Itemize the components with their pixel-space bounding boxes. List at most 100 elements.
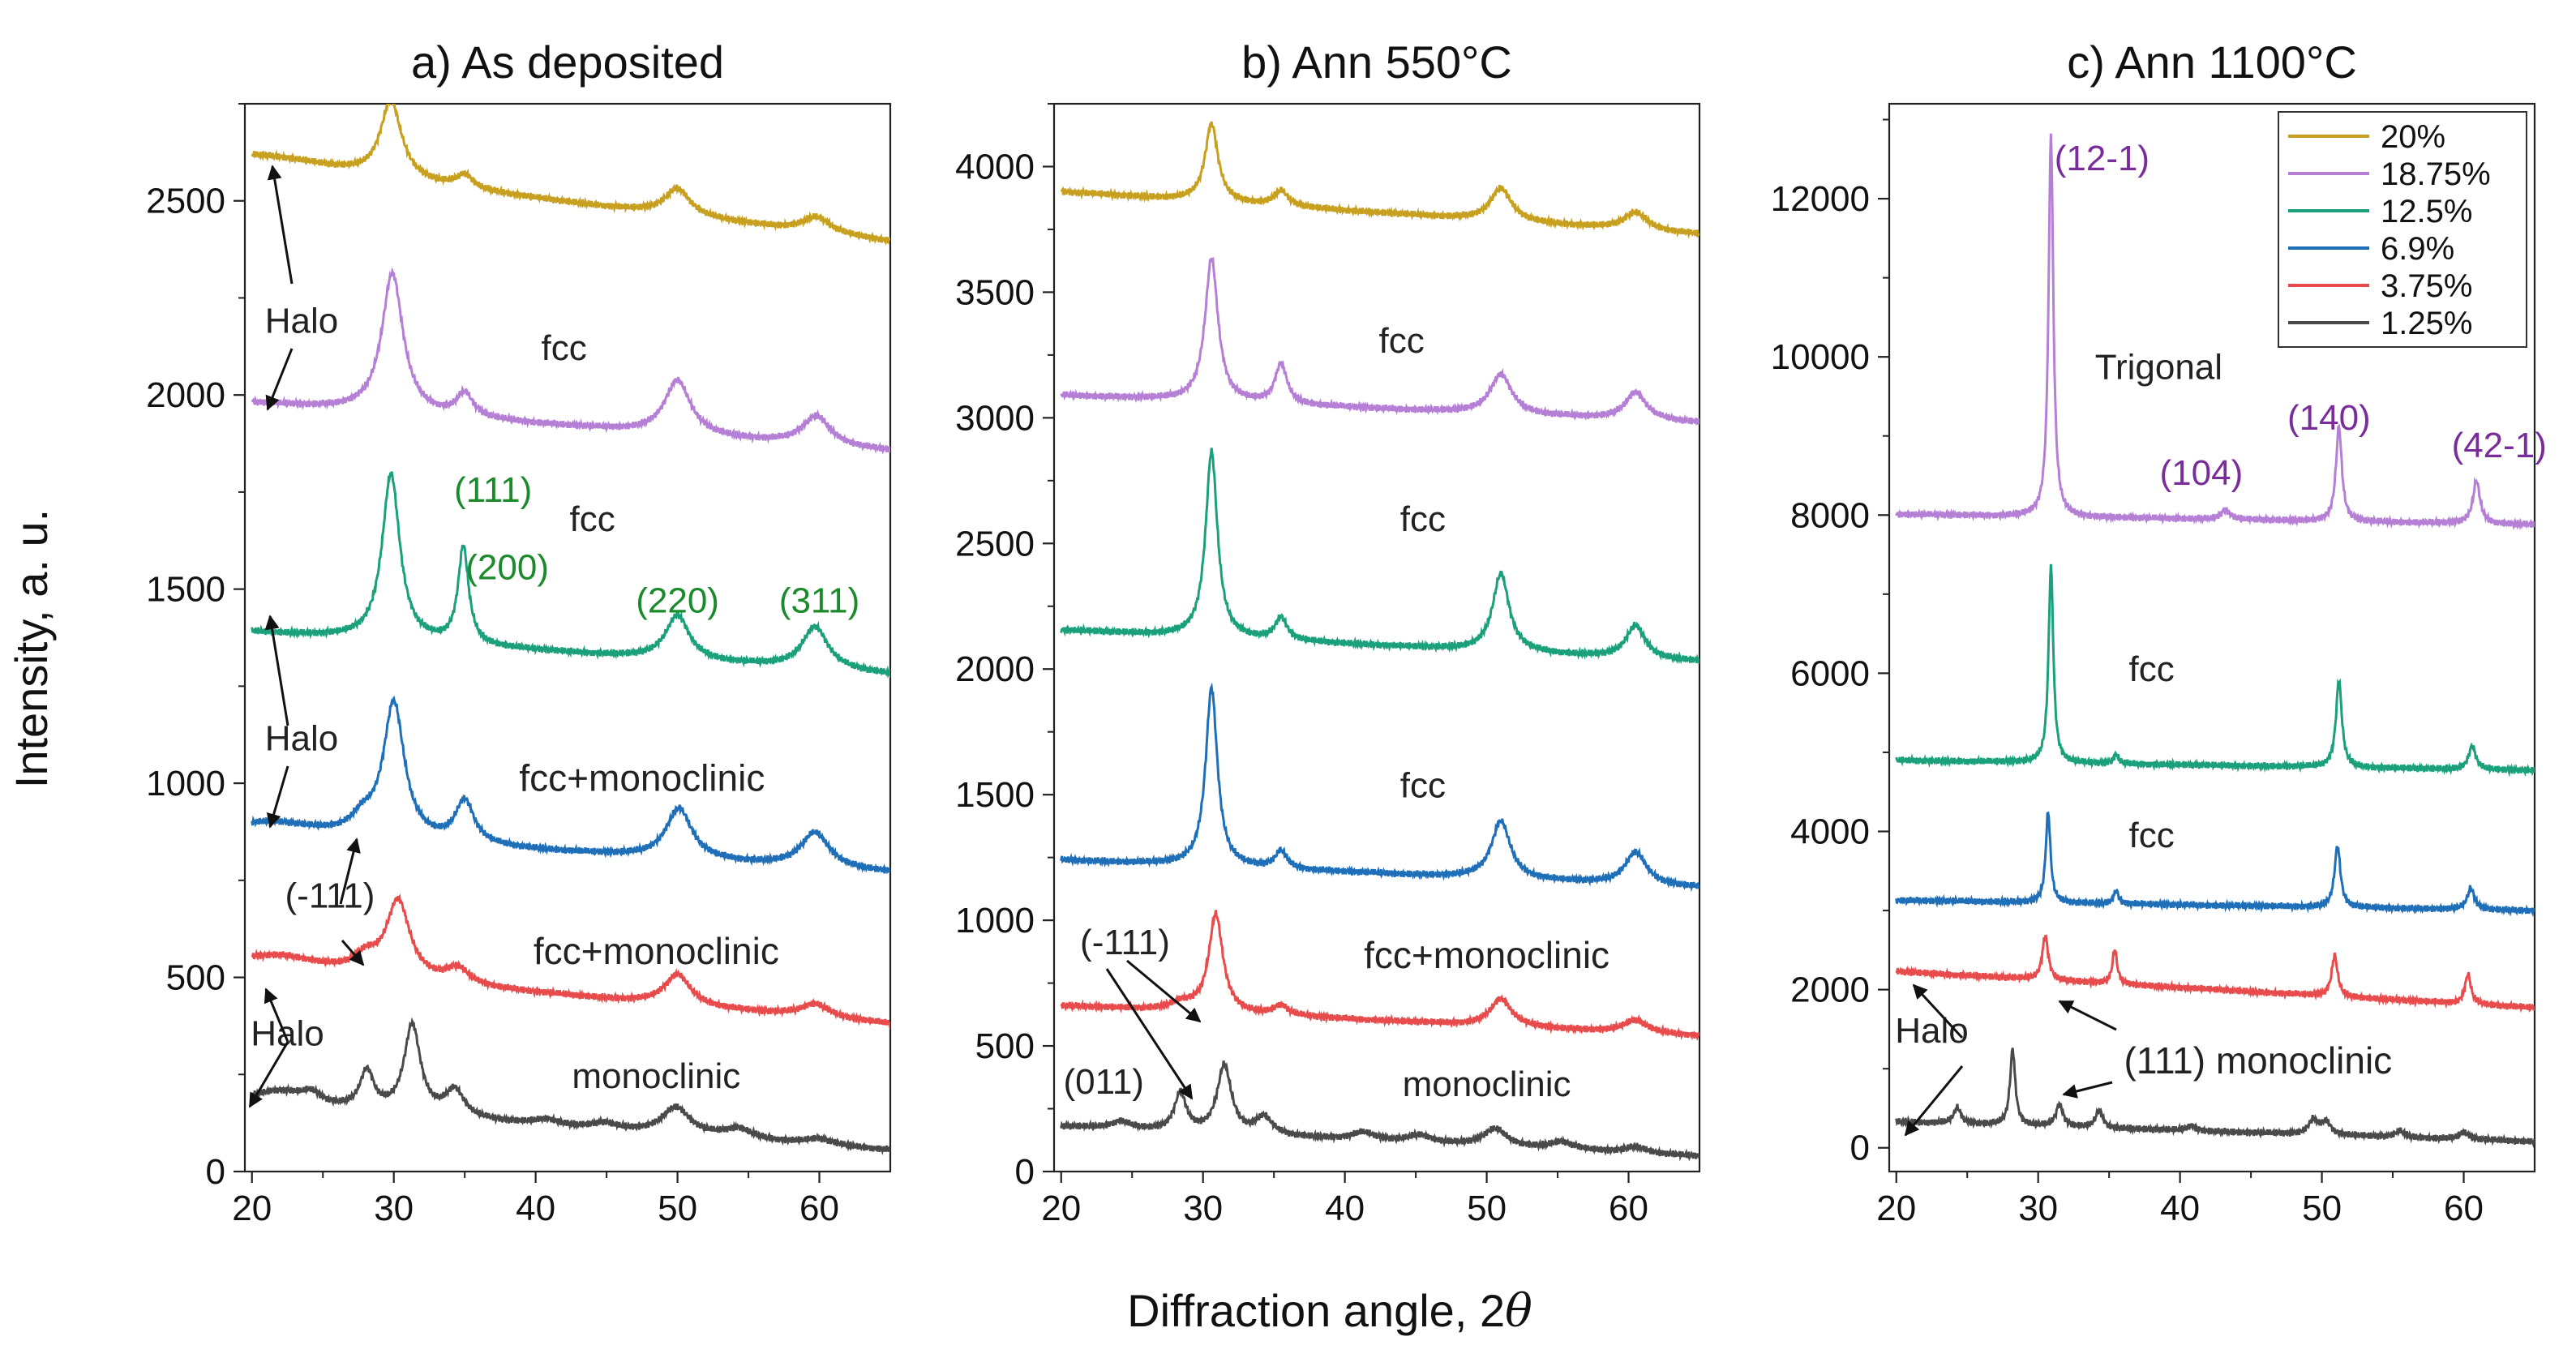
y-tick-label: 8000 <box>1790 495 1870 535</box>
legend-label: 1.25% <box>2381 306 2472 341</box>
annotation: (104) <box>2160 453 2244 493</box>
annotation: fcc <box>2129 649 2175 689</box>
annotation: (220) <box>636 580 719 620</box>
y-tick-label: 500 <box>166 958 225 998</box>
y-tick-label: 2500 <box>955 524 1035 563</box>
x-tick-label: 40 <box>516 1189 555 1228</box>
annotation: fcc+monoclinic <box>519 757 765 799</box>
series-line-12.5% <box>1060 448 1699 665</box>
annotation-arrow <box>265 348 294 411</box>
series-line-6.9% <box>1060 682 1699 893</box>
series-line-1.25% <box>251 1017 890 1155</box>
annotation-arrow <box>264 987 289 1043</box>
y-tick-label: 1000 <box>955 901 1035 940</box>
x-tick-label: 40 <box>2160 1189 2200 1228</box>
x-tick-label: 60 <box>2444 1189 2484 1228</box>
annotation-arrow <box>1105 968 1194 1100</box>
series-line-1.25% <box>1895 1047 2535 1149</box>
x-tick-label: 20 <box>1041 1189 1081 1228</box>
annotation: fcc <box>569 499 615 539</box>
annotation: (200) <box>465 548 549 588</box>
annotation-arrow <box>1904 1065 1964 1137</box>
series-line-18.75% <box>251 267 890 455</box>
panel-title: c) Ann 1100°C <box>2067 36 2357 88</box>
series-group <box>1895 133 2535 1149</box>
y-tick-label: 10000 <box>1771 337 1870 377</box>
series-line-20% <box>1060 121 1699 239</box>
x-axis-label-text: Diffraction angle, 2 <box>1127 1285 1505 1336</box>
y-tick-label: 1000 <box>146 764 225 803</box>
legend-label: 3.75% <box>2381 268 2472 304</box>
y-tick-label: 3500 <box>955 272 1035 312</box>
y-tick-label: 6000 <box>1790 653 1870 693</box>
annotation-arrow <box>1126 959 1202 1023</box>
annotation: Halo <box>265 718 339 758</box>
annotation-arrow <box>1912 983 1964 1039</box>
y-tick-label: 2000 <box>146 375 225 415</box>
series-line-18.75% <box>1060 256 1699 426</box>
annotation-arrow <box>266 765 289 829</box>
y-tick-label: 4000 <box>1790 812 1870 852</box>
annotation: fcc <box>2129 816 2175 855</box>
y-tick-label: 12000 <box>1771 179 1870 219</box>
annotation: (011) <box>1064 1062 1144 1102</box>
legend-box <box>2278 111 2527 348</box>
annotation: monoclinic <box>572 1056 740 1096</box>
y-tick-label: 2500 <box>146 182 225 221</box>
annotation: (-111) <box>285 876 375 915</box>
y-tick-label: 1500 <box>146 570 225 610</box>
annotation: fcc <box>1400 765 1446 805</box>
annotation: (111) monoclinic <box>2124 1039 2393 1082</box>
annotation: (311) <box>779 580 859 620</box>
series-line-6.9% <box>1895 811 2535 918</box>
x-tick-label: 60 <box>799 1189 839 1228</box>
annotation: (140) <box>2287 398 2371 438</box>
y-tick-label: 2000 <box>1790 970 1870 1010</box>
annotation-arrow <box>2058 1000 2117 1031</box>
annotation: fcc <box>542 328 587 368</box>
series-line-3.75% <box>1895 934 2535 1013</box>
y-tick-label: 500 <box>975 1026 1035 1066</box>
series-line-12.5% <box>1895 563 2535 778</box>
annotation: Halo <box>265 302 339 341</box>
plot-frame <box>243 102 892 1173</box>
annotation: (-111) <box>1080 923 1170 962</box>
x-axis-label: Diffraction angle, 2θ <box>1127 1285 1532 1338</box>
y-tick-label: 1500 <box>955 775 1035 815</box>
legend: 20%18.75%12.5%6.9%3.75%1.25% <box>2278 111 2527 348</box>
y-tick-label: 3000 <box>955 398 1035 438</box>
annotation: fcc <box>1378 321 1424 361</box>
series-group <box>1060 121 1699 1162</box>
y-axis-label: Intensity, a. u. <box>6 509 57 788</box>
series-line-18.75% <box>1895 133 2535 531</box>
x-tick-label: 20 <box>232 1189 272 1228</box>
series-line-6.9% <box>251 695 890 875</box>
annotation: monoclinic <box>1403 1065 1571 1104</box>
series-line-3.75% <box>1060 910 1699 1041</box>
y-tick-label: 0 <box>1850 1129 1870 1168</box>
annotation-arrow <box>339 838 361 905</box>
series-line-12.5% <box>251 471 890 679</box>
panel-1: a) As deposited 20 30 40 50 60 0 500 1000 1500 200… <box>146 36 892 1228</box>
annotation: (42-1) <box>2452 426 2547 465</box>
legend-label: 12.5% <box>2381 194 2472 229</box>
x-tick-label: 30 <box>2018 1189 2058 1228</box>
series-line-1.25% <box>1060 1060 1699 1162</box>
legend-label: 18.75% <box>2381 156 2491 192</box>
annotation-arrows <box>248 165 2117 1137</box>
panel-title: a) As deposited <box>411 36 724 88</box>
x-tick-label: 50 <box>2302 1189 2342 1228</box>
y-tick-label: 2000 <box>955 649 1035 689</box>
annotation: (111) <box>454 470 532 510</box>
annotation-arrow <box>264 615 289 726</box>
annotation-arrow <box>341 940 365 966</box>
x-tick-label: 50 <box>658 1189 697 1228</box>
annotation: (12-1) <box>2055 139 2150 178</box>
annotation-arrow <box>248 1041 289 1108</box>
legend-label: 6.9% <box>2381 231 2454 267</box>
annotation: fcc+monoclinic <box>534 930 779 972</box>
y-tick-label: 0 <box>206 1152 225 1192</box>
x-tick-label: 60 <box>1609 1189 1648 1228</box>
